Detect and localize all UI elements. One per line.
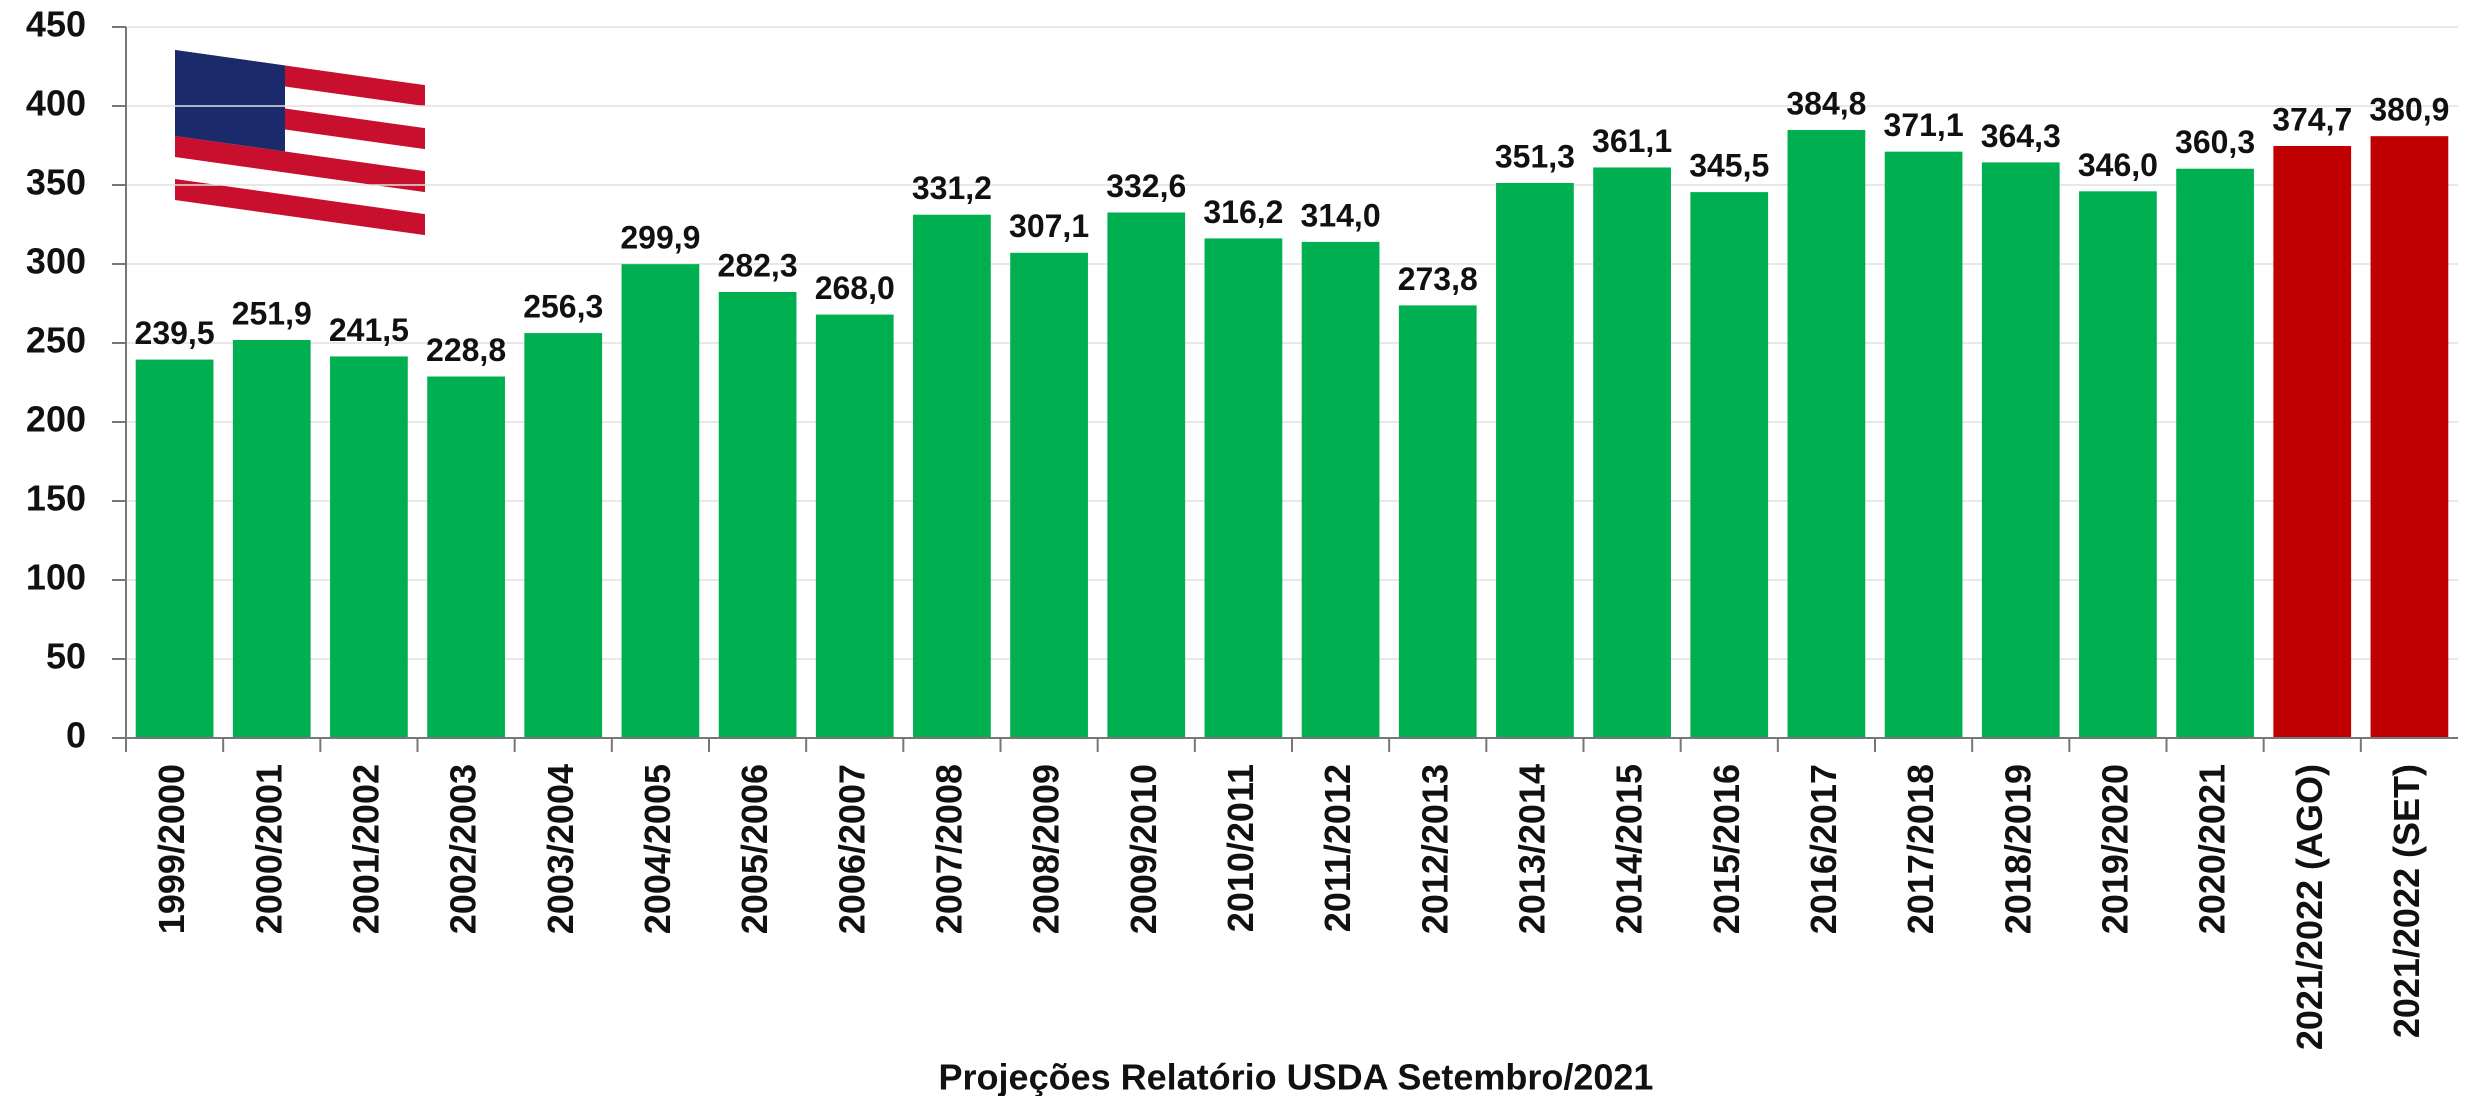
x-tick-label: 2002/2003	[443, 764, 484, 934]
bar	[1884, 151, 1963, 739]
x-tick-label: 2008/2009	[1026, 764, 1067, 934]
y-tick-label: 400	[26, 83, 86, 124]
bar	[2370, 136, 2449, 739]
value-label: 282,3	[718, 247, 798, 283]
value-label: 228,8	[426, 332, 506, 368]
y-tick-label: 0	[66, 715, 86, 756]
value-label: 251,9	[232, 295, 312, 331]
x-tick-label: 2017/2018	[1900, 764, 1941, 934]
value-label: 273,8	[1398, 261, 1478, 297]
x-tick-label: 2012/2013	[1414, 764, 1455, 934]
bar	[1981, 162, 2060, 738]
y-tick-label: 100	[26, 557, 86, 598]
x-tick-label: 2021/2022 (AGO)	[2289, 764, 2330, 1050]
value-label: 371,1	[1884, 107, 1964, 143]
bar	[1593, 167, 1671, 738]
x-axis-label: Projeções Relatório USDA Setembro/2021	[939, 1057, 1654, 1096]
bar	[427, 376, 505, 738]
flag-icon	[175, 50, 425, 236]
y-tick-label: 250	[26, 320, 86, 361]
bar	[2176, 168, 2254, 738]
bar	[2079, 191, 2157, 738]
bar	[135, 359, 214, 738]
bar	[1398, 305, 1477, 738]
x-tick-label: 2011/2012	[1317, 764, 1358, 932]
x-tick-label: 2001/2002	[345, 764, 386, 934]
x-tick-label: 1999/2000	[151, 764, 192, 934]
value-label: 314,0	[1301, 197, 1381, 233]
y-tick-label: 50	[46, 636, 86, 677]
bar	[524, 333, 603, 738]
value-label: 351,3	[1495, 138, 1575, 174]
value-label: 307,1	[1009, 208, 1089, 244]
value-label: 374,7	[2272, 101, 2352, 137]
x-tick-label: 2009/2010	[1123, 764, 1164, 934]
x-tick-label: 2014/2015	[1609, 764, 1650, 934]
x-tick-label: 2000/2001	[248, 764, 289, 934]
bar	[1010, 252, 1088, 739]
value-label: 361,1	[1592, 123, 1672, 159]
bar	[1787, 130, 1866, 739]
bar	[330, 356, 408, 738]
bar	[1107, 212, 1186, 738]
x-tick-label: 2013/2014	[1511, 764, 1552, 934]
bar	[1496, 182, 1574, 739]
value-label: 316,2	[1203, 194, 1283, 230]
value-label: 332,6	[1106, 168, 1186, 204]
value-label: 241,5	[329, 312, 409, 348]
x-tick-label: 2003/2004	[540, 764, 581, 934]
x-tick-label: 2007/2008	[928, 764, 969, 934]
value-label: 268,0	[815, 270, 895, 306]
y-tick-label: 200	[26, 399, 86, 440]
bar	[1301, 241, 1380, 738]
value-label: 256,3	[523, 288, 603, 324]
value-label: 331,2	[912, 170, 992, 206]
bar	[815, 314, 894, 738]
value-label: 346,0	[2078, 147, 2158, 183]
x-tick-label: 2004/2005	[637, 764, 678, 934]
x-tick-label: 2021/2022 (SET)	[2386, 764, 2427, 1038]
bar	[621, 264, 700, 738]
value-label: 360,3	[2175, 124, 2255, 160]
bar	[232, 339, 311, 738]
value-label: 299,9	[620, 220, 700, 256]
x-tick-label: 2015/2016	[1706, 764, 1747, 934]
x-tick-label: 2019/2020	[2094, 764, 2135, 934]
y-tick-label: 350	[26, 162, 86, 203]
value-label: 380,9	[2369, 92, 2449, 128]
value-label: 239,5	[135, 315, 215, 351]
x-tick-label: 2006/2007	[831, 764, 872, 934]
x-tick-label: 2010/2011	[1220, 764, 1261, 932]
x-tick-label: 2020/2021	[2192, 764, 2233, 934]
y-tick-label: 450	[26, 4, 86, 45]
bar	[718, 291, 797, 738]
bar	[2273, 145, 2352, 738]
bar	[913, 214, 991, 739]
x-tick-label: 2005/2006	[734, 764, 775, 934]
x-tick-label: 2016/2017	[1803, 764, 1844, 934]
x-tick-label: 2018/2019	[1997, 764, 2038, 934]
y-tick-label: 300	[26, 241, 86, 282]
bar	[1690, 192, 1769, 739]
y-tick-label: 150	[26, 478, 86, 519]
value-label: 384,8	[1786, 85, 1866, 121]
value-label: 345,5	[1689, 148, 1769, 184]
value-label: 364,3	[1981, 118, 2061, 154]
bar	[1204, 238, 1283, 739]
